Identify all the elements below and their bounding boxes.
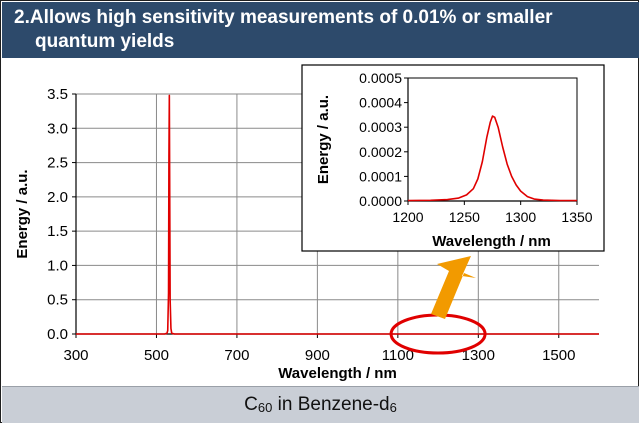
inset-x-tick-label: 1350: [561, 209, 592, 225]
title-line-2: quantum yields: [35, 31, 175, 52]
inset-y-tick-label: 0.0000: [359, 193, 402, 209]
inset-plot-frame: [407, 77, 578, 202]
main-y-tick-label: 2.5: [47, 155, 68, 172]
inset-series-line: [407, 115, 577, 202]
main-x-tick-label: 500: [144, 347, 169, 364]
title-bar: 2.Allows high sensitivity measurements o…: [2, 2, 639, 58]
main-y-tick-label: 2.0: [47, 189, 68, 206]
main-y-tick-label: 0.0: [47, 326, 68, 343]
inset-y-tick-label: 0.0005: [359, 70, 402, 86]
main-x-tick-label: 1500: [542, 347, 575, 364]
caption-prefix: C: [244, 394, 258, 415]
main-y-tick-label: 1.5: [47, 223, 68, 240]
annotations: [389, 256, 487, 355]
inset-y-axis-title: Energy / a.u.: [315, 95, 332, 184]
inset-x-axis-title: Wavelength / nm: [432, 233, 551, 250]
main-y-axis-title: Energy / a.u.: [14, 169, 31, 258]
main-x-tick-label: 300: [63, 347, 88, 364]
inset-chart: 1200 1250 1300 1350 0.0000 0.0001 0.0002 0.0003…: [301, 64, 605, 252]
main-series-line: [76, 94, 599, 335]
caption-subscript-1: 60: [257, 400, 273, 415]
main-y-tick-label: 3.0: [47, 120, 68, 137]
caption-subscript-2: 6: [389, 400, 397, 415]
inset-y-tick-label: 0.0003: [359, 119, 402, 135]
caption-middle: in Benzene-d: [272, 394, 390, 415]
main-x-tick-label: 1300: [462, 347, 495, 364]
inset-y-tick-label: 0.0001: [359, 168, 402, 184]
caption: C60 in Benzene-d6: [2, 394, 639, 416]
callout-arrow: [431, 256, 476, 319]
caption-bar: C60 in Benzene-d6: [2, 386, 639, 423]
main-x-tick-label: 900: [305, 347, 330, 364]
main-x-axis-title: Wavelength / nm: [278, 365, 397, 382]
inset-y-tick-label: 0.0004: [359, 95, 402, 111]
main-x-tick-label: 700: [224, 347, 249, 364]
main-y-tick-label: 3.5: [47, 86, 68, 103]
title-line-1: 2.Allows high sensitivity measurements o…: [14, 7, 553, 28]
inset-y-tick-label: 0.0002: [359, 144, 402, 160]
inset-x-tick-label: 1200: [392, 209, 423, 225]
main-y-tick-label: 1.0: [47, 257, 68, 274]
main-y-tick-label: 0.5: [47, 292, 68, 309]
inset-x-tick-label: 1250: [449, 209, 480, 225]
main-x-tick-label: 1100: [382, 347, 414, 364]
inset-x-tick-label: 1300: [505, 209, 536, 225]
